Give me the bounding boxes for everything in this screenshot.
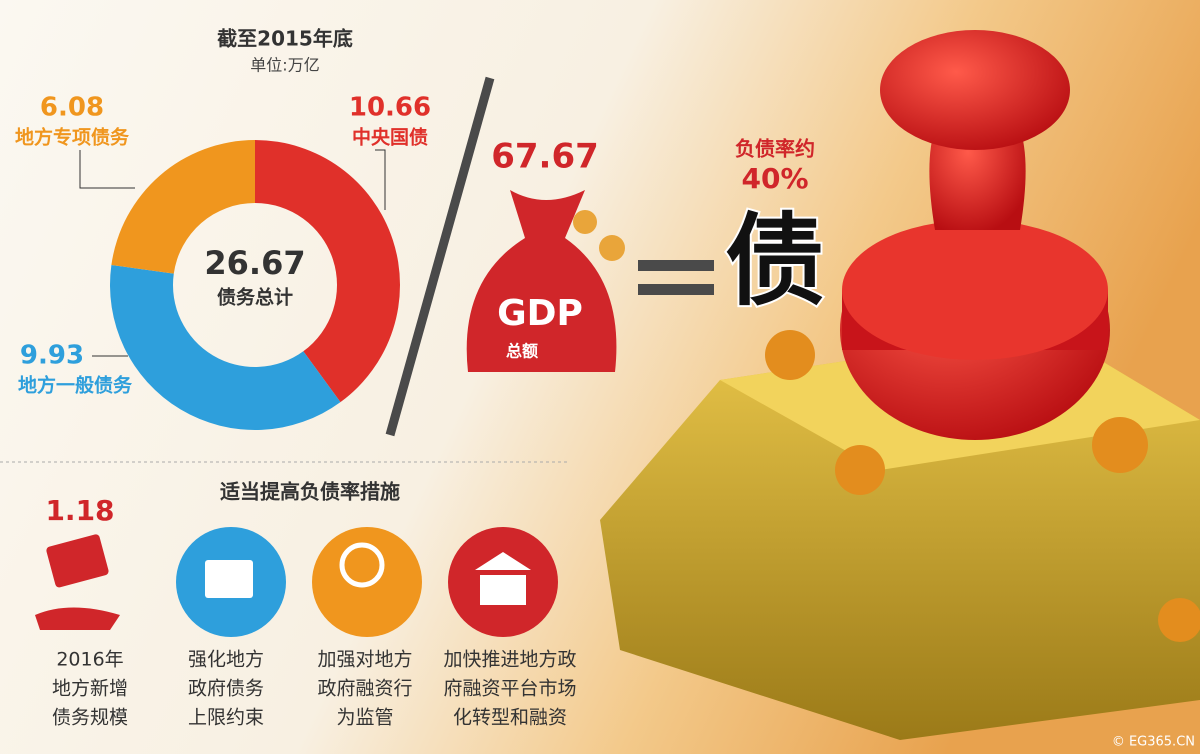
measure-text: 地方新增 <box>52 678 128 700</box>
category-label: 地方一般债务 <box>18 374 133 397</box>
donut-segment <box>111 140 255 274</box>
measure-text: 加快推进地方政 <box>443 649 576 671</box>
measure-text: 府融资平台市场 <box>443 678 576 700</box>
icon <box>205 560 253 598</box>
ratio-label: 负债率约 <box>735 137 815 161</box>
gdp-sublabel: 总额 <box>506 342 538 361</box>
measure-text: 加强对地方 <box>317 649 412 671</box>
category-label: 地方专项债务 <box>15 126 130 149</box>
center-label: 债务总计 <box>217 286 293 309</box>
measure-text: 2016年 <box>56 649 123 671</box>
category-label: 中央国债 <box>352 126 428 149</box>
gdp-label: GDP <box>497 293 583 334</box>
money-bag <box>466 190 625 372</box>
gdp-value: 67.67 <box>491 137 599 177</box>
equals-sign <box>638 284 714 295</box>
stamp-char: 债 <box>725 202 825 319</box>
ratio-value: 40% <box>741 162 808 195</box>
stamp-illustration <box>600 30 1200 740</box>
equals-sign <box>638 260 714 271</box>
measure-value: 1.18 <box>45 494 114 527</box>
watermark: © EG365.CN <box>1112 735 1195 750</box>
measure-text: 政府融资行 <box>317 678 412 700</box>
value-label: 10.66 <box>349 93 431 123</box>
measure-text: 为监管 <box>336 707 393 729</box>
leader-line <box>375 149 386 210</box>
measure-text: 政府债务 <box>188 678 264 700</box>
value-label: 9.93 <box>20 341 84 371</box>
divide-slash <box>385 76 495 437</box>
measure-text: 化转型和融资 <box>453 707 567 729</box>
measures-title: 适当提高负债率措施 <box>220 480 400 504</box>
donut-segment <box>255 140 400 403</box>
measure-text: 强化地方 <box>188 649 264 671</box>
donut-segment <box>109 264 341 431</box>
icon <box>475 552 531 605</box>
icon <box>339 542 385 588</box>
center-value: 26.67 <box>204 244 305 282</box>
icon <box>35 534 120 630</box>
value-label: 6.08 <box>40 93 104 123</box>
measure-text: 债务规模 <box>52 707 128 729</box>
chart-subtitle: 单位:万亿 <box>250 56 319 75</box>
leader-line <box>79 150 135 189</box>
chart-title: 截至2015年底 <box>217 27 353 51</box>
measure-text: 上限约束 <box>188 707 264 729</box>
